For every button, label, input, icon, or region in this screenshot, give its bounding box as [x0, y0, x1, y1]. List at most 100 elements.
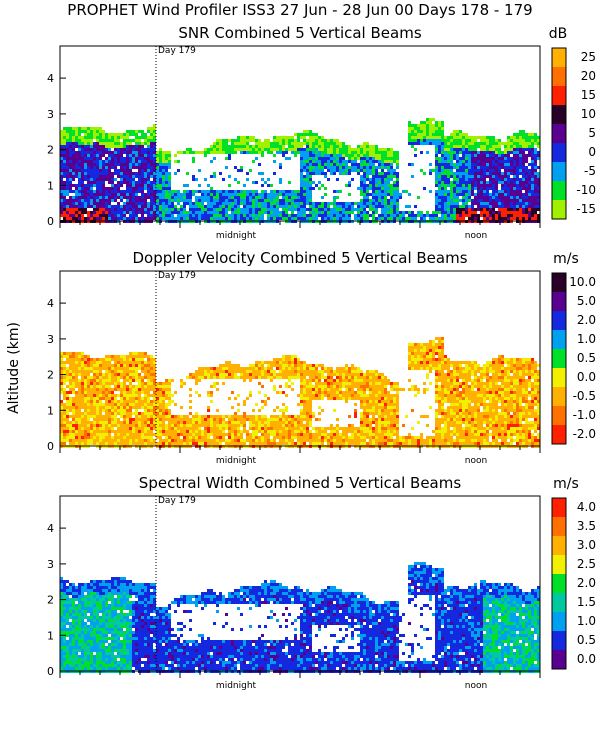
snr-heatmap-cell	[357, 208, 360, 211]
snr-heatmap-cell	[327, 205, 330, 208]
snr-colorbar-label: 20	[581, 69, 596, 83]
snr-heatmap-cell	[291, 199, 294, 202]
snr-heatmap-cell	[69, 151, 72, 154]
snr-heatmap-cell	[174, 154, 177, 157]
doppler-heatmap-cell	[147, 397, 150, 400]
doppler-heatmap-cell	[180, 424, 183, 427]
doppler-heatmap-cell	[126, 385, 129, 388]
doppler-heatmap-cell	[207, 433, 210, 436]
snr-heatmap-cell	[156, 208, 159, 211]
snr-heatmap-cell	[387, 211, 390, 214]
snr-heatmap-cell	[294, 151, 297, 154]
snr-heatmap-cell	[153, 133, 156, 136]
snr-heatmap-cell	[237, 145, 240, 148]
snr-heatmap-cell	[156, 157, 159, 160]
snr-heatmap-cell	[81, 190, 84, 193]
snr-heatmap-cell	[450, 202, 453, 205]
snr-heatmap-cell	[423, 124, 426, 127]
snr-heatmap-cell	[339, 214, 342, 217]
snr-heatmap-cell	[126, 172, 129, 175]
snr-heatmap-cell	[471, 142, 474, 145]
snr-heatmap-cell	[87, 127, 90, 130]
snr-heatmap-cell	[258, 145, 261, 148]
snr-heatmap-cell	[129, 142, 132, 145]
snr-heatmap-cell	[102, 181, 105, 184]
snr-heatmap-cell	[372, 190, 375, 193]
figure-title: PROPHET Wind Profiler ISS3 27 Jun - 28 J…	[67, 1, 532, 19]
snr-heatmap-cell	[321, 154, 324, 157]
doppler-heatmap-cell	[105, 439, 108, 442]
snr-heatmap-cell	[114, 190, 117, 193]
doppler-heatmap-cell	[66, 379, 69, 382]
doppler-heatmap-cell	[108, 394, 111, 397]
snr-heatmap-cell	[75, 205, 78, 208]
doppler-heatmap-cell	[66, 400, 69, 403]
snr-heatmap-cell	[450, 208, 453, 211]
snr-heatmap-cell	[261, 148, 264, 151]
snr-heatmap-cell	[237, 202, 240, 205]
snr-heatmap-cell	[204, 190, 207, 193]
snr-heatmap-cell	[84, 175, 87, 178]
doppler-heatmap-cell	[75, 385, 78, 388]
doppler-heatmap-cell	[165, 424, 168, 427]
snr-heatmap-cell	[426, 151, 429, 154]
doppler-heatmap-cell	[138, 355, 141, 358]
doppler-heatmap-cell	[135, 397, 138, 400]
snr-heatmap-cell	[531, 169, 534, 172]
snr-heatmap-cell	[390, 163, 393, 166]
snr-heatmap-cell	[504, 151, 507, 154]
doppler-heatmap-cell	[75, 442, 78, 445]
snr-heatmap-cell	[96, 190, 99, 193]
doppler-heatmap-cell	[78, 430, 81, 433]
doppler-heatmap-cell	[105, 418, 108, 421]
snr-heatmap-cell	[390, 211, 393, 214]
doppler-heatmap-cell	[111, 418, 114, 421]
snr-heatmap-cell	[450, 172, 453, 175]
doppler-heatmap-cell	[147, 427, 150, 430]
doppler-heatmap-cell	[195, 370, 198, 373]
snr-heatmap-cell	[210, 175, 213, 178]
snr-heatmap-cell	[435, 214, 438, 217]
snr-heatmap-cell	[228, 190, 231, 193]
snr-heatmap-cell	[360, 205, 363, 208]
snr-heatmap-cell	[66, 181, 69, 184]
snr-heatmap-cell	[117, 139, 120, 142]
snr-heatmap-cell	[219, 139, 222, 142]
doppler-heatmap-cell	[204, 418, 207, 421]
snr-heatmap-cell	[132, 157, 135, 160]
snr-heatmap-cell	[291, 139, 294, 142]
snr-heatmap-cell	[192, 190, 195, 193]
doppler-heatmap-cell	[123, 430, 126, 433]
snr-heatmap-cell	[408, 142, 411, 145]
snr-heatmap-cell	[261, 211, 264, 214]
snr-heatmap-cell	[330, 154, 333, 157]
snr-heatmap-cell	[75, 130, 78, 133]
doppler-heatmap-cell	[207, 367, 210, 370]
doppler-heatmap-cell	[114, 421, 117, 424]
snr-heatmap-cell	[510, 184, 513, 187]
doppler-heatmap-cell	[93, 358, 96, 361]
snr-heatmap-cell	[276, 190, 279, 193]
doppler-heatmap-cell	[105, 394, 108, 397]
snr-heatmap-cell	[519, 181, 522, 184]
snr-heatmap-cell	[138, 175, 141, 178]
snr-heatmap-cell	[483, 190, 486, 193]
snr-heatmap-cell	[147, 193, 150, 196]
snr-heatmap-cell	[240, 211, 243, 214]
snr-heatmap-cell	[354, 202, 357, 205]
doppler-heatmap-cell	[93, 442, 96, 445]
doppler-heatmap-cell	[150, 358, 153, 361]
doppler-heatmap-cell	[87, 442, 90, 445]
doppler-heatmap-cell	[93, 436, 96, 439]
snr-heatmap-cell	[171, 208, 174, 211]
snr-heatmap-cell	[315, 205, 318, 208]
snr-heatmap-cell	[63, 157, 66, 160]
snr-heatmap-cell	[96, 208, 99, 211]
doppler-heatmap-cell	[126, 424, 129, 427]
snr-heatmap-cell	[369, 145, 372, 148]
snr-heatmap-cell	[255, 214, 258, 217]
snr-heatmap-cell	[273, 202, 276, 205]
snr-heatmap-cell	[501, 142, 504, 145]
doppler-heatmap-cell	[81, 442, 84, 445]
snr-heatmap-cell	[444, 139, 447, 142]
